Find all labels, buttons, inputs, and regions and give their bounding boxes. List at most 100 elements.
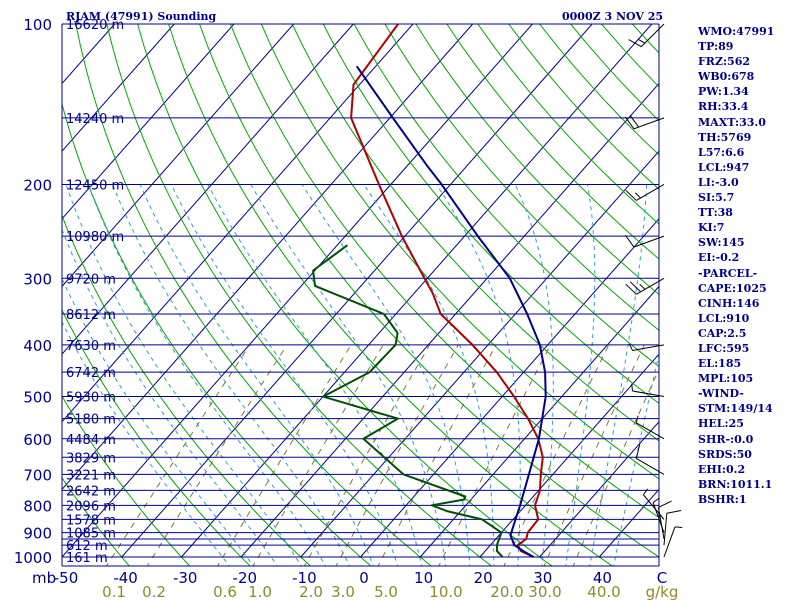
dry-adiabat [260, 24, 659, 480]
temperature-tick-label: 40 [593, 569, 612, 587]
dry-adiabat [62, 395, 191, 566]
height-label: 5930 m [66, 391, 116, 406]
wind-barb-flag [624, 234, 635, 248]
wind-barb [631, 383, 665, 398]
station-title: RJAM (47991) Sounding [66, 10, 217, 23]
wind-barb-staff [663, 513, 668, 546]
wind-barb [663, 526, 683, 558]
isotherm [62, 24, 295, 288]
index-item: LI:-3.0 [698, 175, 739, 189]
moist-adiabat [565, 184, 596, 566]
dry-adiabat [62, 214, 312, 566]
index-item: CAPE:1025 [698, 281, 767, 295]
isotherm [121, 24, 593, 558]
index-item: HEL:25 [698, 417, 744, 431]
index-item: WMO:47991 [698, 25, 775, 38]
wind-barb-half [643, 488, 648, 496]
wind-barb-half [628, 343, 633, 351]
isotherm [539, 420, 659, 558]
temperature-tick-label: 0 [359, 569, 369, 587]
isotherm [62, 24, 533, 558]
temperature-tick-label: -20 [233, 569, 258, 587]
mixing-ratio-label: 0.6 [213, 583, 237, 600]
wind-barb-staff [636, 184, 665, 201]
index-item: L57:6.6 [698, 145, 745, 159]
dry-adiabat [229, 24, 659, 519]
wind-barb [624, 234, 665, 248]
mixing-ratio-labels: 0.1 0.2 0.6 1.0 2.0 3.0 5.0 10.0 20.0 30.0 40.0 g/k… [102, 583, 678, 600]
isotherm [360, 218, 659, 558]
pressure-tick-label: 100 [23, 16, 52, 34]
profile-series [312, 24, 547, 558]
moist-adiabat [62, 277, 254, 566]
index-item: STM:149/14 [698, 402, 773, 416]
mixing-ratio-line [572, 368, 659, 566]
wind-barb-staff [636, 422, 665, 440]
wind-barb-flag [666, 509, 682, 514]
index-item: SI:5.7 [698, 191, 735, 205]
mixing-ratio-label: 2.0 [299, 583, 323, 600]
wind-barb-flag [635, 444, 641, 459]
wind-barb-half [652, 497, 660, 503]
dry-adiabat [106, 24, 493, 566]
index-item: MAXT:33.0 [698, 115, 766, 129]
moist-adiabat [589, 184, 648, 566]
mixing-ratio-line [105, 344, 251, 566]
index-item: KI:7 [698, 221, 725, 235]
temperature-tick-label: 20 [474, 569, 493, 587]
wind-barb-staff [643, 494, 665, 520]
dry-adiabat [62, 476, 130, 566]
mixing-ratio-label: 1.0 [248, 583, 272, 600]
mixing-ratio-line [252, 344, 384, 566]
wind-barb-staff [636, 277, 665, 295]
temperature-tick-label: 10 [414, 569, 433, 587]
height-label: 5180 m [66, 413, 116, 428]
moist-adiabat [613, 351, 659, 566]
mixing-ratio-label: g/kg [646, 583, 679, 600]
wind-barb [657, 500, 672, 540]
mixing-ratio-line [303, 344, 431, 566]
wind-barb-flag [629, 281, 641, 293]
index-item: -PARCEL- [698, 266, 758, 280]
isotherm [300, 150, 659, 558]
wind-barb [635, 415, 665, 440]
pressure-tick-label: 300 [23, 270, 52, 288]
mixing-ratio-line [146, 344, 288, 566]
height-label: 4484 m [66, 433, 116, 448]
wind-barb-flag [624, 116, 635, 130]
dry-adiabat [62, 102, 372, 566]
dry-adiabat [384, 24, 659, 331]
wind-barb-staff [641, 23, 665, 47]
height-label: 612 m [66, 539, 108, 554]
pressure-tick-label: 600 [23, 431, 52, 449]
dry-adiabat [168, 24, 614, 566]
moist-adiabat-lines [62, 184, 659, 566]
wind-barb-flag [625, 189, 637, 201]
index-item: SHR-:0.0 [698, 432, 754, 446]
pressure-tick-label: 700 [23, 466, 52, 484]
wind-barb-half [674, 526, 683, 528]
dry-adiabat [291, 24, 659, 442]
moist-adiabat [87, 184, 326, 566]
pressure-tick-label: 200 [23, 176, 52, 194]
mixing-ratio-label: 20.0 [490, 583, 523, 600]
index-item: WB0:678 [698, 70, 755, 84]
index-item: BRN:1011.1 [698, 477, 773, 491]
height-label: 7630 m [66, 339, 116, 354]
mixing-ratio-label: 30.0 [528, 583, 561, 600]
index-item: LFC:595 [698, 341, 750, 355]
moist-adiabat [65, 184, 302, 566]
mixing-ratio-line [543, 344, 645, 566]
dry-adiabat [415, 24, 659, 296]
temperature-line [350, 24, 544, 558]
dry-adiabat-lines [62, 24, 659, 566]
temperature-tick-label: -30 [173, 569, 198, 587]
dry-adiabat [199, 24, 659, 558]
moist-adiabat [514, 184, 554, 566]
stability-indices-panel: WMO:47991 TP:89 FRZ:562 WB0:678 PW:1.34 RH:33… [698, 24, 798, 507]
moist-adiabat [207, 184, 423, 566]
wind-barb-staff [632, 344, 665, 351]
height-label: 10980 m [66, 230, 124, 245]
height-label: 2096 m [66, 499, 116, 514]
moist-adiabat [363, 184, 495, 566]
